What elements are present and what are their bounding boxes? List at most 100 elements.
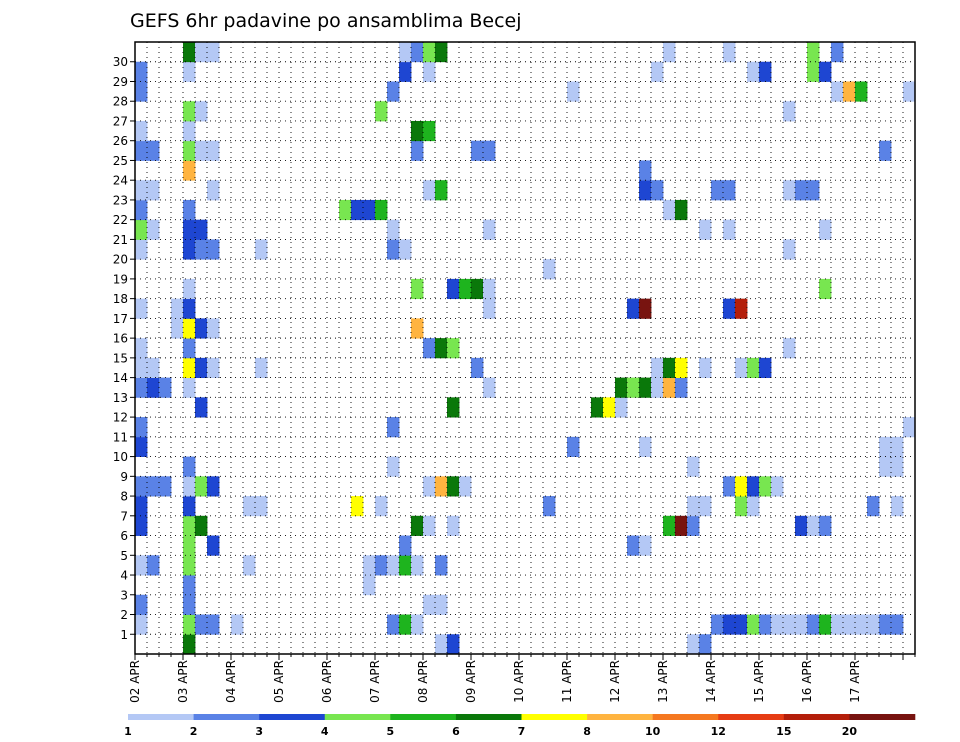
heatmap-cell [135, 476, 148, 497]
heatmap-cell [603, 397, 616, 418]
heatmap-cell [147, 476, 160, 497]
x-tick-label: 14 APR [704, 660, 718, 703]
heatmap-cell [195, 318, 208, 339]
heatmap-cell [411, 140, 424, 161]
heatmap-cell [423, 61, 436, 82]
heatmap-cell [807, 614, 820, 635]
chart-title: GEFS 6hr padavine po ansamblima Becej [130, 10, 522, 32]
y-tick-label: 10 [113, 450, 128, 464]
heatmap-cell [183, 476, 196, 497]
heatmap-cell [735, 496, 748, 517]
heatmap-cell [423, 476, 436, 497]
heatmap-cell [183, 496, 196, 517]
heatmap-cell [651, 377, 664, 398]
heatmap-cell [243, 555, 256, 576]
heatmap-cell [195, 219, 208, 240]
heatmap-cell [387, 555, 400, 576]
heatmap-cell [567, 436, 580, 457]
heatmap-cell [567, 81, 580, 102]
heatmap-cell [363, 575, 376, 596]
y-tick-label: 18 [113, 292, 128, 306]
heatmap-cell [411, 555, 424, 576]
heatmap-cell [435, 180, 448, 201]
y-axis: 1234567891011121314151617181920212223242… [113, 55, 135, 642]
heatmap-cell [819, 278, 832, 300]
heatmap-cell [183, 160, 196, 181]
heatmap-cell [687, 515, 700, 536]
heatmap-cell [783, 614, 796, 635]
x-tick-label: 07 APR [368, 660, 382, 703]
heatmap-cell [639, 160, 652, 181]
heatmap-cell [639, 377, 652, 398]
colorbar-legend: 1 2 3 4 5 6 7 8 10 12 15 20 [124, 714, 916, 738]
heatmap-cell [183, 120, 196, 142]
y-tick-label: 22 [113, 213, 128, 227]
heatmap-cell [183, 575, 196, 596]
y-tick-label: 6 [120, 529, 128, 543]
heatmap-cell [183, 199, 196, 221]
heatmap-cell [387, 239, 400, 260]
heatmap-cell [135, 496, 148, 517]
x-tick-label: 05 APR [272, 660, 286, 703]
colorbar-swatch [390, 714, 457, 720]
heatmap-cell [747, 496, 760, 517]
heatmap-cell [207, 476, 220, 497]
heatmap-cell [891, 436, 904, 457]
heatmap-cell [783, 180, 796, 201]
heatmap-cell [759, 614, 772, 635]
y-tick-label: 13 [113, 391, 128, 405]
heatmap-cell [807, 42, 820, 63]
y-tick-label: 5 [120, 549, 128, 563]
heatmap-cell [231, 614, 244, 635]
heatmap-cell [135, 594, 148, 615]
heatmap-cell [759, 476, 772, 497]
heatmap-cell [135, 219, 148, 240]
colorbar-swatch [587, 714, 653, 720]
heatmap-cell [831, 614, 844, 635]
y-tick-label: 3 [120, 588, 128, 602]
colorbar-swatch [259, 714, 326, 720]
heatmap-cell [195, 476, 208, 497]
colorbar-tick-label: 7 [518, 725, 526, 738]
heatmap-cell [807, 515, 820, 536]
heatmap-cell [183, 219, 196, 240]
y-tick-label: 7 [120, 509, 128, 523]
heatmap-cell [135, 357, 148, 379]
heatmap-cell [135, 239, 148, 260]
heatmap-cell [183, 357, 196, 379]
heatmap-cell [195, 357, 208, 379]
heatmap-cell [699, 634, 712, 655]
heatmap-cell [183, 239, 196, 260]
heatmap-cell [435, 555, 448, 576]
heatmap-cell [723, 219, 736, 240]
heatmap-cell [207, 357, 220, 379]
heatmap-cell [903, 81, 916, 102]
heatmap-cell [183, 535, 196, 556]
colorbar-swatch [324, 714, 391, 720]
heatmap-cell [183, 634, 196, 655]
heatmap-cell [447, 278, 460, 300]
heatmap-cell [135, 417, 148, 438]
heatmap-cell [771, 614, 784, 635]
heatmap-cell [159, 476, 172, 497]
heatmap-cell [819, 614, 832, 635]
heatmap-cell [735, 357, 748, 379]
y-tick-label: 8 [120, 490, 128, 504]
heatmap-cell [207, 535, 220, 556]
heatmap-cell [183, 61, 196, 82]
y-tick-label: 9 [120, 470, 128, 484]
heatmap-cell [759, 357, 772, 379]
heatmap-cell [147, 140, 160, 161]
heatmap-cell [135, 199, 148, 221]
heatmap-cell [147, 180, 160, 201]
heatmap-cell [819, 219, 832, 240]
heatmap-cell [879, 140, 892, 161]
heatmap-cell [711, 180, 724, 201]
heatmap-cell [879, 436, 892, 457]
heatmap-cell [387, 81, 400, 102]
y-tick-label: 19 [113, 272, 128, 286]
heatmap-cell [723, 614, 736, 635]
colorbar-tick-label: 4 [321, 725, 329, 738]
y-tick-label: 16 [113, 332, 128, 346]
heatmap-cell [651, 61, 664, 82]
